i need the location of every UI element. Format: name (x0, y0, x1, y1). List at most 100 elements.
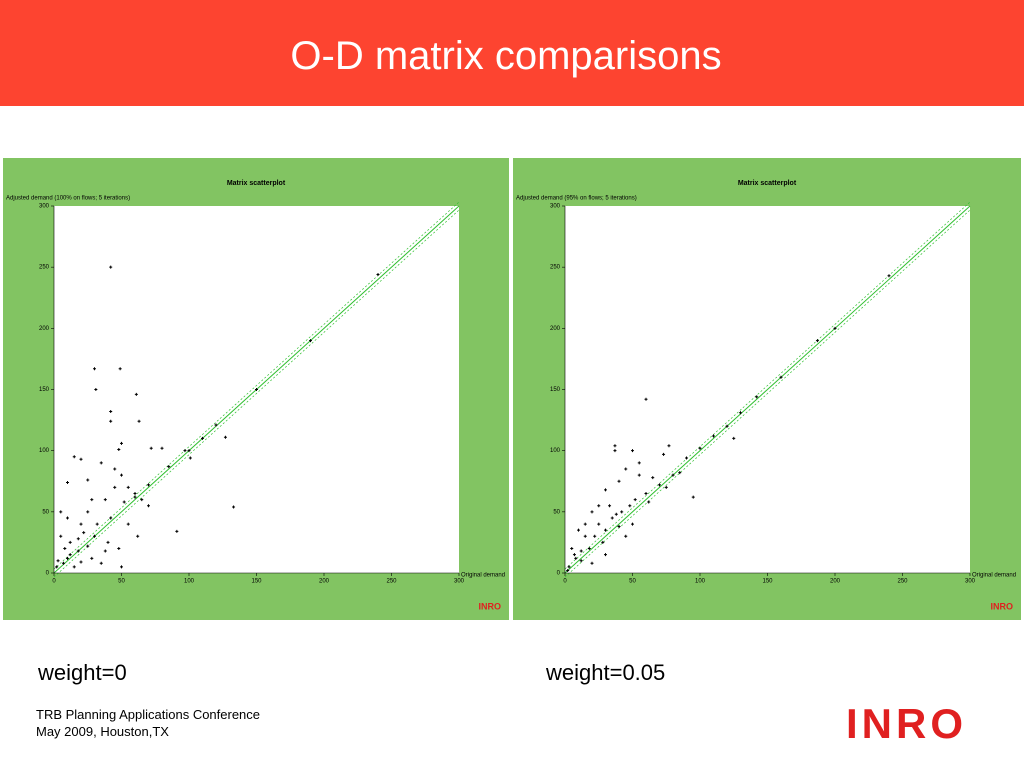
point (309, 339, 312, 343)
point (103, 498, 107, 502)
point (671, 473, 675, 477)
point (617, 479, 621, 483)
point (597, 504, 601, 508)
point (160, 446, 164, 450)
point (113, 467, 117, 471)
point (376, 273, 380, 277)
reference-band (53, 209, 460, 578)
footer-text: May 2009, Houston,TX (36, 724, 169, 739)
x-tick-label: 150 (762, 579, 773, 585)
point (117, 447, 121, 451)
point (120, 473, 123, 477)
charts: Matrix scatterplot Adjusted demand (100% … (3, 158, 1021, 620)
point (120, 441, 123, 445)
logo: INRO (846, 700, 967, 747)
point (167, 465, 171, 469)
footer-text: TRB Planning Applications Conference (36, 707, 261, 722)
point (633, 498, 637, 502)
point (201, 436, 204, 440)
point (583, 534, 587, 538)
point (140, 498, 144, 502)
point (126, 522, 130, 526)
point (118, 367, 122, 371)
point (698, 446, 702, 450)
point (134, 392, 138, 396)
point (255, 388, 258, 391)
point (678, 471, 682, 475)
point (90, 556, 94, 560)
point (574, 556, 578, 560)
reference-band (564, 201, 971, 570)
point (647, 500, 651, 504)
point (755, 395, 759, 399)
point (79, 522, 83, 526)
point (55, 565, 59, 569)
point (662, 452, 666, 456)
point (76, 537, 80, 541)
y-tick-label: 50 (42, 509, 49, 515)
point (725, 424, 729, 428)
point (597, 522, 601, 526)
point (79, 457, 83, 461)
point (617, 525, 621, 529)
point (66, 480, 69, 484)
y-tick-label: 100 (550, 448, 561, 454)
slide-title: O-D matrix comparisons (290, 34, 722, 78)
point (583, 522, 587, 526)
point (604, 528, 607, 532)
point (577, 528, 580, 532)
x-axis-label: Original demand (972, 573, 1016, 579)
point (109, 265, 113, 269)
point (175, 529, 179, 533)
point (637, 473, 641, 477)
header-bar (0, 0, 1024, 106)
x-tick-label: 0 (563, 579, 567, 585)
point (120, 565, 123, 569)
x-tick-label: 50 (629, 579, 636, 585)
point (644, 491, 648, 495)
point (82, 531, 86, 535)
logo-small: INRO (991, 601, 1014, 611)
point (126, 485, 130, 489)
point (691, 495, 695, 499)
point (86, 510, 90, 514)
point (601, 540, 605, 544)
point (608, 504, 612, 508)
point (620, 510, 624, 514)
caption: weight=0 (38, 660, 127, 685)
point (117, 547, 121, 551)
y-tick-label: 150 (39, 387, 50, 393)
point (667, 444, 671, 448)
point (149, 446, 153, 450)
point (99, 561, 103, 565)
y-tick-label: 0 (46, 571, 50, 577)
point (644, 397, 648, 401)
y-axis-label: Adjusted demand (95% on flows; 5 iterati… (516, 196, 637, 202)
point (587, 547, 591, 551)
point (739, 411, 742, 415)
point (66, 556, 69, 560)
point (579, 559, 583, 563)
point (887, 274, 891, 278)
point (651, 476, 655, 480)
point (86, 544, 90, 548)
point (59, 510, 63, 514)
y-tick-label: 300 (550, 204, 561, 210)
point (95, 522, 99, 526)
point (664, 485, 668, 489)
point (833, 326, 837, 330)
x-tick-label: 50 (118, 579, 125, 585)
point (613, 449, 617, 453)
point (109, 419, 113, 423)
reference-band (564, 209, 971, 578)
point (66, 516, 69, 520)
point (79, 560, 83, 564)
y-tick-label: 250 (39, 265, 50, 271)
point (570, 547, 574, 551)
point (732, 436, 736, 440)
point (631, 449, 634, 453)
point (628, 504, 632, 508)
point (815, 339, 819, 343)
point (214, 423, 218, 427)
point (93, 367, 96, 371)
